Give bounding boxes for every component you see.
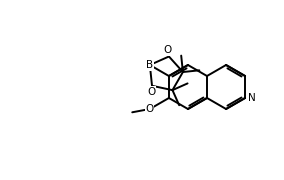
Text: O: O [146,104,154,114]
Text: N: N [248,93,255,103]
Text: O: O [164,46,172,55]
Text: B: B [146,60,153,70]
Text: O: O [147,87,155,97]
